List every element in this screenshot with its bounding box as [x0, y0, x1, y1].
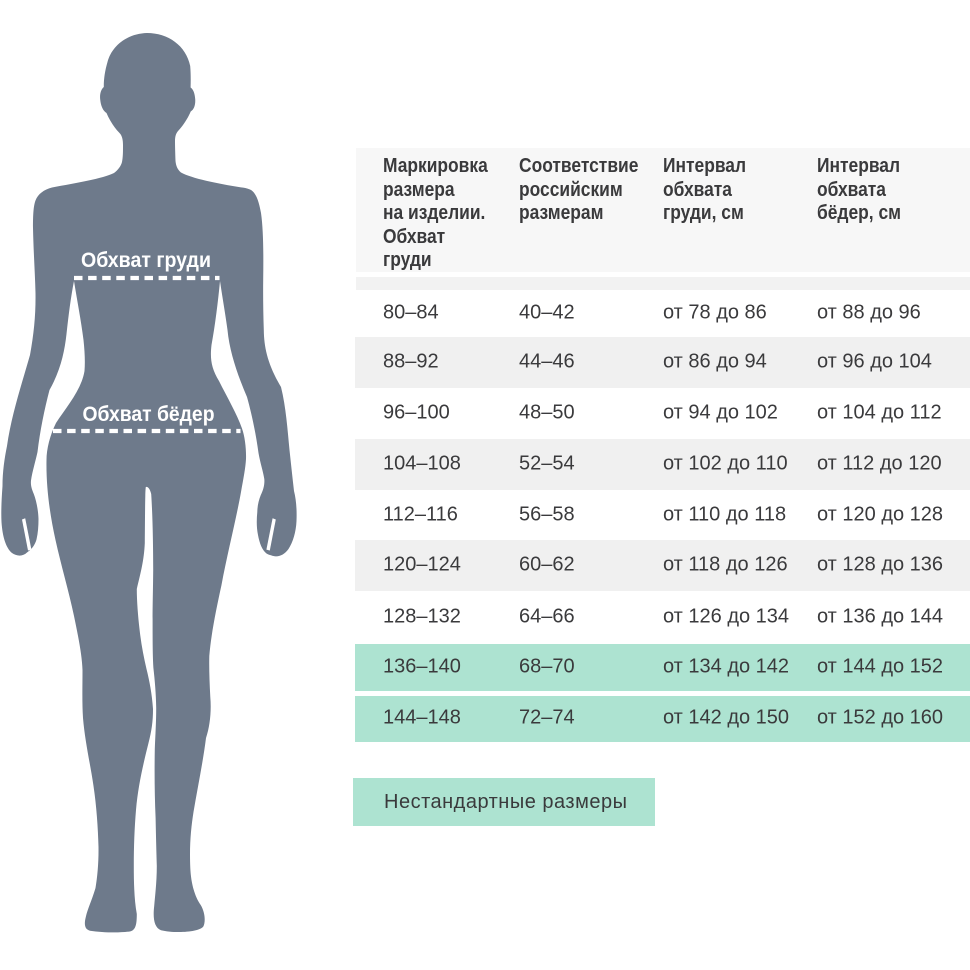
svg-text:Обхват бёдер: Обхват бёдер: [83, 402, 215, 426]
svg-text:Обхват груди: Обхват груди: [81, 248, 211, 272]
